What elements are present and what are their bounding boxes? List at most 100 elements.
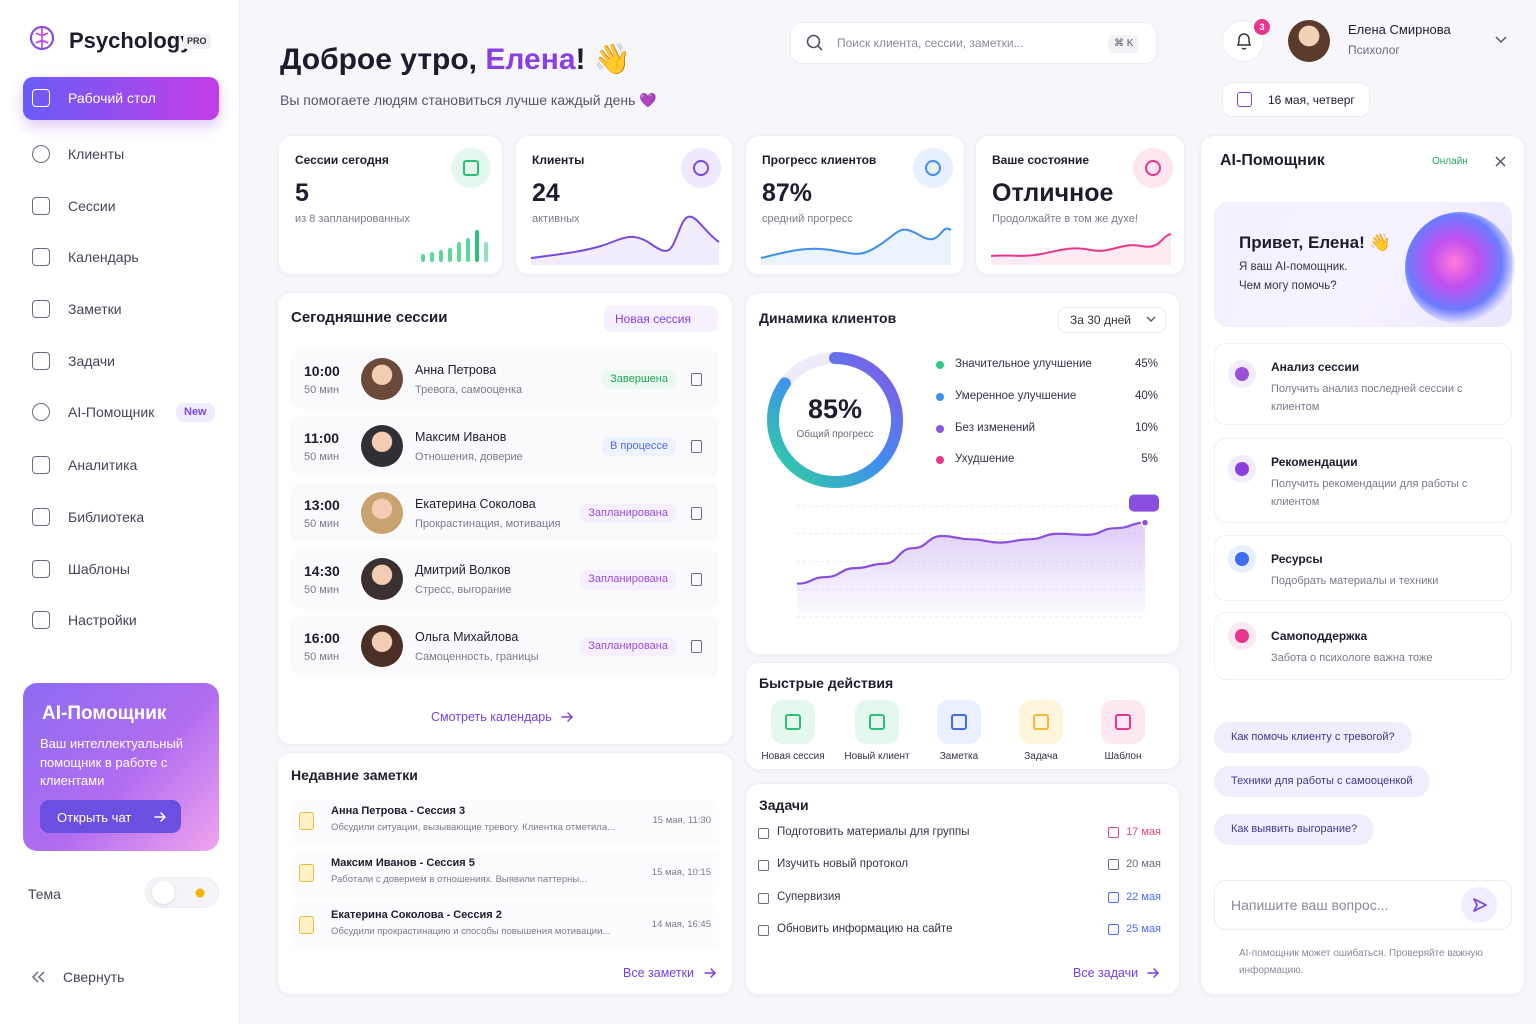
user-role: Психолог (1348, 43, 1400, 57)
nav-item[interactable]: Сессии (68, 198, 116, 214)
period-text[interactable]: За 30 дней (1070, 313, 1131, 327)
collapse-label[interactable]: Свернуть (63, 969, 125, 985)
note-icon (299, 916, 314, 934)
session-duration: 50 мин (304, 584, 340, 597)
user-name: Елена Смирнова (1348, 22, 1451, 37)
nav-item[interactable]: Настройки (68, 612, 137, 628)
task-checkbox[interactable] (758, 924, 769, 936)
chevron-path (1495, 36, 1507, 44)
quick-action-label[interactable]: Новый клиент (844, 751, 910, 762)
promo-button-text[interactable]: Открыть чат (57, 810, 132, 825)
quick-action-icon[interactable] (937, 700, 981, 744)
send-button[interactable] (1461, 887, 1497, 923)
stat-value: 5 (295, 179, 309, 207)
search-box[interactable] (790, 22, 1157, 64)
task-checkbox[interactable] (758, 860, 769, 872)
session-topic: Самоценность, границы (415, 651, 539, 664)
feature-title: Самоподдержка (1271, 629, 1368, 643)
close-path (1495, 156, 1506, 167)
search-handle (817, 45, 823, 51)
note-row[interactable] (291, 903, 719, 949)
spark-bar (421, 254, 425, 262)
note-date: 14 мая, 16:45 (651, 919, 711, 930)
session-duration: 50 мин (304, 517, 340, 530)
input-placeholder: Напишите ваш вопрос... (1231, 897, 1389, 913)
session-topic: Стресс, выгорание (415, 584, 512, 597)
arrow-path (704, 968, 717, 978)
quick-action-icon[interactable] (771, 700, 815, 744)
period-select[interactable] (1058, 307, 1166, 333)
nav-item[interactable]: Заметки (68, 301, 122, 317)
nav-icon (32, 352, 50, 370)
suggestion-chip[interactable]: Как выявить выгорание? (1214, 814, 1375, 846)
feature-text: Забота о психологе важна тоже (1271, 652, 1433, 664)
suggestion-chip[interactable]: Техники для работы с самооценкой (1214, 766, 1430, 798)
session-status: Завершена (602, 370, 676, 390)
assistant-title: AI-Помощник (1220, 152, 1325, 169)
nav-item[interactable]: AI-Помощник (68, 404, 155, 420)
nav-icon (32, 508, 50, 526)
spark-bar (439, 250, 443, 262)
nav-item[interactable]: Календарь (68, 249, 139, 265)
nav-item[interactable]: Шаблоны (68, 561, 130, 577)
task-date: 20 мая (1126, 858, 1161, 871)
user-avatar (1288, 20, 1330, 62)
nav-item[interactable]: Задачи (68, 353, 116, 369)
quick-action-label[interactable]: Заметка (939, 751, 979, 762)
tasks-link[interactable]: Все задачи (1073, 966, 1139, 980)
donut-arc (767, 352, 903, 488)
spark-bar (475, 230, 479, 262)
stat-title: Клиенты (532, 153, 585, 167)
nav-item[interactable]: Клиенты (68, 146, 125, 162)
arrow-icon (704, 968, 717, 978)
logo-brain (35, 28, 49, 48)
session-status: В процессе (602, 436, 676, 456)
theme-label: Тема (28, 886, 61, 902)
arrow-icon (1147, 968, 1160, 978)
feature-title: Рекомендации (1271, 455, 1358, 469)
quick-action-label[interactable]: Задача (1024, 751, 1058, 762)
greeting-name: Елена (485, 43, 576, 76)
theme-moon (152, 881, 175, 904)
search-shortcut: ⌘ K (1108, 35, 1140, 53)
stat-icon (451, 148, 491, 188)
assistant-feature[interactable] (1214, 612, 1512, 680)
assistant-feature[interactable] (1214, 535, 1512, 601)
greeting: Доброе утро, Елена! 👋 (280, 42, 631, 77)
nav-item[interactable]: Библиотека (68, 509, 145, 525)
assistant-feature[interactable] (1214, 343, 1512, 425)
notes-link[interactable]: Все заметки (623, 966, 695, 980)
quick-action-label[interactable]: Новая сессия (761, 751, 825, 762)
session-topic: Прокрастинация, мотивация (415, 517, 561, 530)
tasks-title: Задачи (759, 797, 809, 813)
legend-name: Ухудшение (955, 453, 1015, 466)
quick-action-icon[interactable] (1019, 700, 1063, 744)
sessions-link[interactable]: Смотреть календарь (431, 710, 552, 724)
task-checkbox[interactable] (758, 828, 769, 839)
nav-item[interactable]: Рабочий стол (68, 90, 156, 106)
spark-area (761, 228, 951, 265)
new-session-text[interactable]: Новая сессия (615, 312, 691, 326)
stat-sparkline (530, 215, 720, 265)
send-path (1473, 898, 1487, 912)
note-row[interactable] (291, 851, 719, 897)
assistant-disclaimer: AI-помощник может ошибаться. Проверяйте … (1239, 948, 1483, 976)
feature-glyph (1235, 629, 1249, 643)
assistant-feature[interactable] (1214, 438, 1512, 523)
new-session-button[interactable] (604, 306, 718, 332)
note-row[interactable] (291, 799, 719, 845)
task-checkbox[interactable] (758, 892, 769, 904)
nav-active-bg[interactable] (23, 77, 219, 120)
suggestion-chip[interactable]: Как помочь клиенту с тревогой? (1214, 722, 1412, 754)
new-badge: New (176, 403, 215, 423)
quick-action-icon[interactable] (1101, 700, 1145, 744)
quick-action-icon[interactable] (855, 700, 899, 744)
stat-title: Прогресс клиентов (762, 153, 877, 167)
dynamics-title: Динамика клиентов (759, 310, 897, 326)
spark-line (990, 233, 1172, 257)
session-client: Ольга Михайлова (415, 630, 519, 645)
nav-item[interactable]: Аналитика (68, 457, 138, 473)
search-circle (806, 34, 821, 49)
quick-action-label[interactable]: Шаблон (1104, 751, 1142, 762)
stat-sparkline (990, 233, 1172, 265)
